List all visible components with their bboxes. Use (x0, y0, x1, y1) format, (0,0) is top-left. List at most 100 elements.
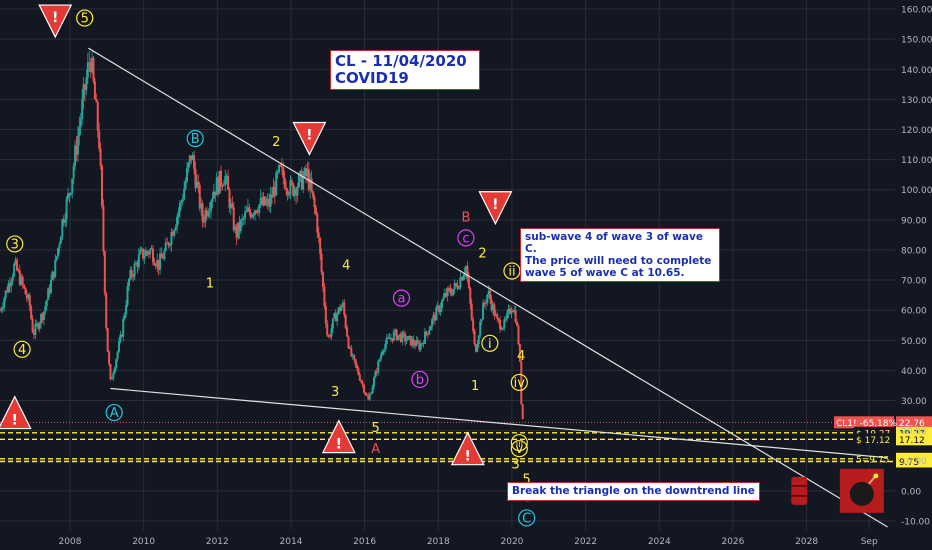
candle-body (99, 148, 102, 166)
candle-body (198, 184, 201, 209)
price-tick-label: 120.00 (901, 126, 932, 136)
wave-label: 4 (18, 343, 26, 358)
candle-body (457, 287, 460, 289)
candle-body (435, 306, 438, 321)
candle-body (3, 298, 6, 308)
candle-body (194, 168, 197, 188)
candle-body (190, 155, 193, 160)
candle-body (47, 288, 50, 301)
candle-body (45, 300, 48, 307)
candle-body (85, 77, 88, 91)
candle-body (183, 188, 186, 200)
candle-body (252, 214, 255, 216)
candle-body (113, 368, 116, 374)
candle-body (346, 327, 349, 337)
candle-body (251, 214, 254, 218)
bomb-spark (873, 473, 879, 479)
candle-body (100, 165, 103, 206)
level-value-tag (896, 433, 932, 446)
candle-body (144, 250, 147, 257)
price-axis[interactable]: -10.00 0.00 10.00 20.00 30.00 40.00 50.00 60.00… (901, 6, 932, 528)
level-value-tag (896, 416, 932, 429)
candle-body (157, 259, 160, 270)
candle-body (263, 196, 266, 206)
candle-body (112, 373, 115, 379)
wave-label: 5 (81, 12, 89, 27)
candle-body (236, 222, 239, 238)
candle-body (391, 338, 394, 341)
candle-body (31, 318, 34, 333)
time-tick-label: 2012 (206, 537, 229, 547)
candle-body (314, 207, 317, 215)
candle-body (133, 263, 136, 277)
candle-body (170, 231, 173, 245)
wave-label: iv (514, 376, 526, 391)
candle-body (327, 335, 330, 337)
candle-body (191, 155, 194, 160)
candle-body (448, 287, 451, 289)
candle-body (225, 175, 228, 177)
level-value-label: 9.75 (899, 458, 919, 468)
candle-body (151, 248, 154, 263)
candle-body (513, 310, 516, 312)
candle-body (211, 198, 214, 202)
price-tick-label: 30.00 (901, 397, 927, 407)
time-axis[interactable]: 2008 2010 2012 2014 2016 2018 2020 2022 2024 2026… (59, 537, 878, 547)
candle-body (466, 266, 469, 279)
candle-body (287, 194, 290, 196)
candle-body (23, 284, 26, 288)
candle-body (212, 191, 215, 199)
candle-body (235, 226, 238, 238)
candle-body (331, 318, 334, 329)
candle-body (350, 347, 353, 357)
candle-body (202, 221, 205, 223)
wave-label: 1 (471, 379, 479, 394)
candle-body (68, 193, 71, 195)
candle-body (518, 344, 521, 362)
candle-body (78, 127, 81, 136)
wave-label: 2 (478, 246, 486, 261)
candle-body (460, 277, 463, 281)
candle-body (208, 210, 211, 213)
warning-triangle-icon (321, 419, 356, 454)
candle-body (115, 359, 118, 369)
candle-body (353, 354, 356, 360)
candle-body (404, 333, 407, 342)
candle-body (215, 177, 218, 196)
candle-body (110, 378, 113, 380)
candle-body (514, 310, 517, 323)
candle-body (371, 386, 374, 394)
candle-body (201, 203, 204, 222)
time-tick-label: 2014 (280, 537, 303, 547)
candle-body (364, 392, 367, 395)
candle-body (173, 230, 176, 236)
candle-body (476, 344, 479, 352)
candle-body (292, 183, 295, 196)
candle-body (377, 361, 380, 373)
candle-body (497, 318, 500, 320)
candle-body (177, 211, 180, 217)
candle-body (297, 174, 300, 187)
candle-body (132, 276, 135, 278)
candle-body (98, 130, 101, 149)
candle-body (462, 275, 465, 281)
candle-body (365, 394, 368, 396)
candle-body (414, 344, 417, 347)
price-tick-label: 60.00 (901, 307, 927, 317)
candle-body (333, 313, 336, 319)
candle-body (445, 293, 448, 297)
level-value-tag (896, 455, 932, 468)
candle-body (482, 302, 485, 320)
candle-body (358, 374, 361, 381)
candle-body (307, 168, 310, 190)
candle-body (367, 395, 370, 400)
candle-body (166, 242, 169, 244)
candle-body (341, 302, 344, 307)
candle-body (477, 335, 480, 345)
candle-body (232, 207, 235, 231)
wave-label: i (488, 337, 492, 352)
candle-body (1, 307, 4, 310)
candle-body (161, 257, 164, 259)
warning-exclamation: ! (52, 10, 58, 26)
